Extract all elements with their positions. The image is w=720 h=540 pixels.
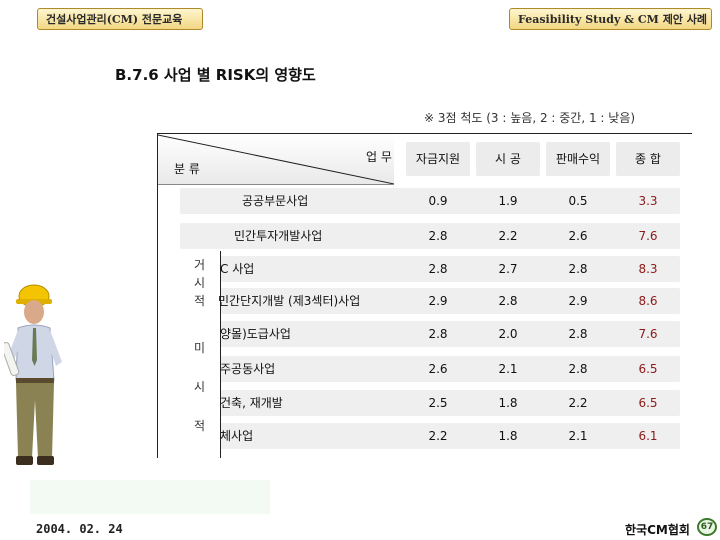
value-funding: 2.5 (428, 396, 448, 410)
row-label: 건축, 재개발 (220, 396, 283, 410)
value-sales: 2.8 (568, 262, 588, 276)
row-label: C 사업 (220, 262, 255, 276)
footer-date: 2004. 02. 24 (36, 522, 123, 536)
value-total: 3.3 (638, 194, 658, 208)
value-funding: 2.9 (428, 294, 448, 308)
section-title: B.7.6 사업 별 RISK의 영향도 (115, 66, 316, 84)
column-header-sales: 판매수익 (546, 142, 610, 176)
row-label: 주공동사업 (220, 362, 276, 376)
scale-note: ※ 3점 척도 (3 : 높음, 2 : 중간, 1 : 낮음) (424, 111, 636, 125)
value-total: 8.3 (638, 262, 658, 276)
row-background (220, 288, 680, 314)
value-funding: 2.2 (428, 429, 448, 443)
row-label: 민간투자개발사업 (234, 229, 323, 243)
group-label-char: 시 (194, 380, 206, 394)
value-total: 6.1 (638, 429, 658, 443)
corner-label-category: 분 류 (174, 162, 200, 176)
row-label: 양몰)도급사업 (220, 327, 291, 341)
value-construction: 2.0 (498, 327, 518, 341)
value-total: 6.5 (638, 362, 658, 376)
value-funding: 2.6 (428, 362, 448, 376)
corner-label-task: 업 무 (366, 150, 392, 164)
value-construction: 1.8 (498, 396, 518, 410)
value-sales: 2.9 (568, 294, 588, 308)
value-sales: 2.8 (568, 362, 588, 376)
value-construction: 2.2 (498, 229, 518, 243)
value-construction: 1.8 (498, 429, 518, 443)
value-sales: 2.8 (568, 327, 588, 341)
row-background (220, 321, 680, 347)
value-funding: 2.8 (428, 229, 448, 243)
footer-organization: 한국CM협회 (625, 523, 690, 537)
value-total: 7.6 (638, 327, 658, 341)
group-label-char: 거 (194, 258, 206, 272)
value-funding: 2.8 (428, 327, 448, 341)
value-sales: 0.5 (568, 194, 588, 208)
column-header-total: 종 합 (616, 142, 680, 176)
value-sales: 2.1 (568, 429, 588, 443)
group-label-char: 적 (194, 294, 206, 308)
value-construction: 2.7 (498, 262, 518, 276)
value-construction: 2.8 (498, 294, 518, 308)
value-sales: 2.6 (568, 229, 588, 243)
row-background (220, 390, 680, 416)
row-label: 공공부문사업 (242, 194, 309, 208)
row-background (180, 223, 680, 249)
row-background (220, 356, 680, 382)
row-background (220, 423, 680, 449)
value-total: 6.5 (638, 396, 658, 410)
value-sales: 2.2 (568, 396, 588, 410)
value-total: 8.6 (638, 294, 658, 308)
group-label-char: 미 (194, 341, 206, 355)
section-topic-tag: Feasibility Study & CM 제안 사례 (509, 8, 712, 30)
header-diagonal-line (158, 134, 394, 184)
value-funding: 2.8 (428, 262, 448, 276)
course-title-tag: 건설사업관리(CM) 전문교육 (37, 8, 203, 30)
row-label: 체사업 (220, 429, 254, 443)
row-label: 민간단지개발 (제3섹터)사업 (218, 294, 361, 308)
group-label-char: 적 (194, 419, 206, 433)
value-construction: 2.1 (498, 362, 518, 376)
page-number-badge: 67 (697, 518, 717, 536)
column-header-funding: 자금지원 (406, 142, 470, 176)
value-funding: 0.9 (428, 194, 448, 208)
row-background (220, 256, 680, 282)
construction-worker-illustration (4, 284, 62, 465)
risk-impact-table: 업 무 분 류 자금지원 시 공 판매수익 종 합 거 시 적 미 시 적 공공… (157, 133, 692, 458)
column-header-construction: 시 공 (476, 142, 540, 176)
decorative-panel (30, 480, 270, 514)
value-construction: 1.9 (498, 194, 518, 208)
group-divider (220, 251, 221, 458)
row-background (180, 188, 680, 214)
value-total: 7.6 (638, 229, 658, 243)
group-label-char: 시 (194, 276, 206, 290)
